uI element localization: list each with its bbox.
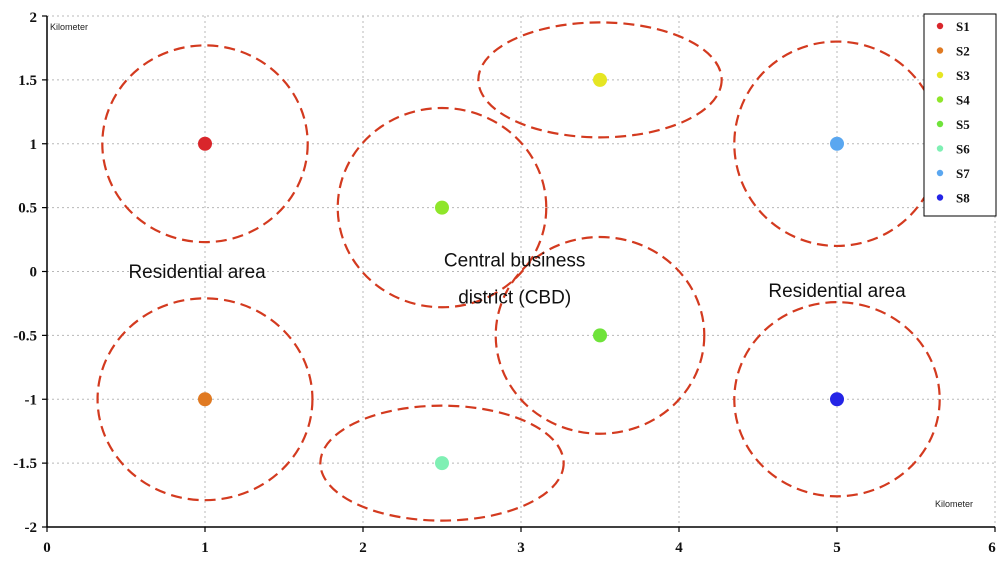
legend-marker — [936, 120, 944, 128]
data-point-s5 — [593, 328, 607, 343]
legend-label: S7 — [956, 166, 970, 181]
legend-marker — [936, 96, 944, 103]
legend-marker — [936, 47, 944, 54]
x-tick-label: 4 — [675, 540, 683, 556]
y-tick-label: 2 — [30, 10, 38, 26]
area-annotation: Central business — [444, 250, 586, 271]
legend-label: S4 — [956, 93, 970, 108]
data-points — [198, 72, 844, 471]
coverage-circle — [319, 404, 565, 522]
x-tick-label: 1 — [201, 540, 209, 556]
area-annotation: district (CBD) — [458, 287, 571, 308]
y-tick-label: -0.5 — [13, 328, 37, 344]
legend-marker — [936, 71, 944, 79]
legend-marker — [936, 145, 944, 152]
x-tick-label: 2 — [359, 540, 367, 556]
y-tick-label: -2 — [25, 520, 38, 536]
y-unit-label: Kilometer — [50, 22, 88, 32]
y-tick-label: 1 — [30, 137, 38, 153]
legend-marker — [936, 194, 944, 201]
coverage-circle — [733, 301, 941, 498]
area-annotation: Residential area — [128, 262, 266, 283]
x-tick-label: 0 — [43, 540, 51, 556]
legend-box — [923, 13, 997, 217]
coverage-circle — [101, 44, 309, 244]
x-tick-label: 5 — [833, 540, 841, 556]
coverage-circle — [477, 21, 723, 139]
legend-label: S3 — [956, 68, 970, 83]
data-point-s8 — [830, 392, 844, 407]
data-point-s1 — [198, 136, 212, 151]
x-unit-label: Kilometer — [935, 499, 973, 509]
coverage-circle — [494, 235, 706, 435]
legend-label: S5 — [956, 117, 970, 132]
data-point-s3 — [593, 72, 607, 87]
coverage-circle — [336, 106, 548, 309]
legend-label: S8 — [956, 191, 970, 206]
x-tick-label: 3 — [517, 540, 525, 556]
legend-label: S1 — [956, 19, 970, 34]
data-point-s6 — [435, 456, 449, 471]
legend-marker — [936, 169, 944, 177]
y-tick-label: 0.5 — [18, 201, 37, 217]
coverage-circle — [96, 297, 314, 502]
data-point-s7 — [830, 136, 844, 151]
coverage-circles — [96, 21, 941, 522]
axes: 0 1 2 3 4 5 6 2 1.5 1 0.5 0 -0.5 -1 -1.5 -2 Kilometer Kil… — [13, 10, 996, 556]
y-tick-label: -1.5 — [13, 456, 37, 472]
y-tick-label: -1 — [25, 392, 38, 408]
annotations: Residential area Central business district… — [128, 250, 906, 308]
legend-label: S6 — [956, 142, 970, 157]
legend-label: S2 — [956, 44, 970, 59]
area-annotation: Residential area — [768, 281, 906, 302]
y-tick-label: 1.5 — [18, 73, 37, 89]
legend: S1 S2 S3 S4 S5 S6 S7 S8 — [923, 13, 997, 217]
data-point-s4 — [435, 200, 449, 215]
x-tick-label: 6 — [988, 540, 996, 556]
data-point-s2 — [198, 392, 212, 407]
legend-marker — [936, 22, 944, 30]
y-tick-label: 0 — [30, 265, 38, 281]
